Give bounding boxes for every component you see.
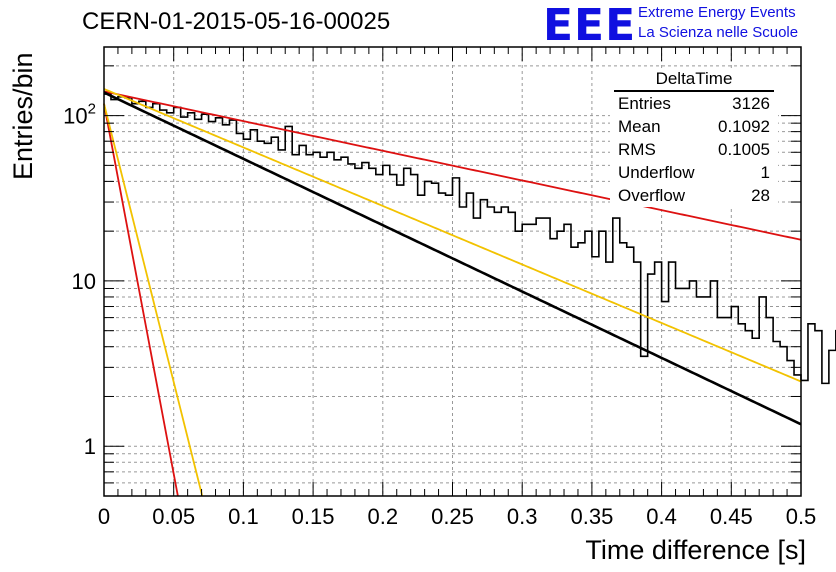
x-tick-label: 0 <box>98 504 110 529</box>
x-tick-label: 0.1 <box>228 504 259 529</box>
x-tick-label: 0.45 <box>710 504 753 529</box>
x-tick-label: 0.25 <box>431 504 474 529</box>
eee-logo: EEE <box>543 0 637 51</box>
fit-curve-3 <box>103 103 179 497</box>
stats-label: Entries <box>618 94 671 113</box>
stats-label: Mean <box>618 117 661 136</box>
fit-curve-4 <box>103 103 204 497</box>
chart-title: CERN-01-2015-05-16-00025 <box>82 8 391 35</box>
fit-curve-2 <box>103 91 802 426</box>
histogram <box>104 93 836 385</box>
x-tick-label: 0.15 <box>292 504 335 529</box>
stats-row-rms: RMS 0.1005 <box>610 138 778 161</box>
x-tick-label: 0.05 <box>152 504 195 529</box>
x-tick-label: 0.2 <box>368 504 399 529</box>
y-tick-label: 102 <box>63 101 96 129</box>
x-tick-label: 0.5 <box>786 504 817 529</box>
logo-line-2: La Scienza nelle Scuole <box>638 24 799 41</box>
stats-label: Underflow <box>618 163 695 182</box>
y-tick-label: 10 <box>72 269 96 294</box>
stats-box: DeltaTime Entries 3126 Mean 0.1092 RMS 0… <box>610 68 778 207</box>
y-tick-label: 1 <box>84 434 96 459</box>
fit-curves <box>103 88 802 497</box>
stats-label: RMS <box>618 140 656 159</box>
x-tick-label: 0.3 <box>507 504 538 529</box>
stats-header: DeltaTime <box>614 68 774 92</box>
stats-row-underflow: Underflow 1 <box>610 161 778 184</box>
x-tick-label: 0.4 <box>646 504 677 529</box>
stats-value: 0.1092 <box>718 117 770 136</box>
stats-value: 0.1005 <box>718 140 770 159</box>
axis-tick-labels: 0 0.05 0.1 0.15 0.2 0.25 0.3 0.35 0.4 0.45 0.5 1 10 1… <box>63 101 816 529</box>
logo-line-1: Extreme Energy Events <box>638 4 796 21</box>
stats-value: 28 <box>751 186 770 205</box>
histogram-steps <box>104 93 836 385</box>
stats-row-mean: Mean 0.1092 <box>610 115 778 138</box>
x-axis-label: Time difference [s] <box>585 535 806 565</box>
stats-value: 1 <box>760 163 770 182</box>
axis-ticks <box>103 47 802 497</box>
x-tick-label: 0.35 <box>570 504 613 529</box>
stats-value: 3126 <box>732 94 770 113</box>
stats-row-entries: Entries 3126 <box>610 92 778 115</box>
stats-label: Overflow <box>618 186 686 205</box>
y-axis-label: Entries/bin <box>8 52 38 180</box>
fit-curve-0 <box>103 90 802 241</box>
fit-curve-1 <box>103 88 802 383</box>
stats-row-overflow: Overflow 28 <box>610 184 778 207</box>
